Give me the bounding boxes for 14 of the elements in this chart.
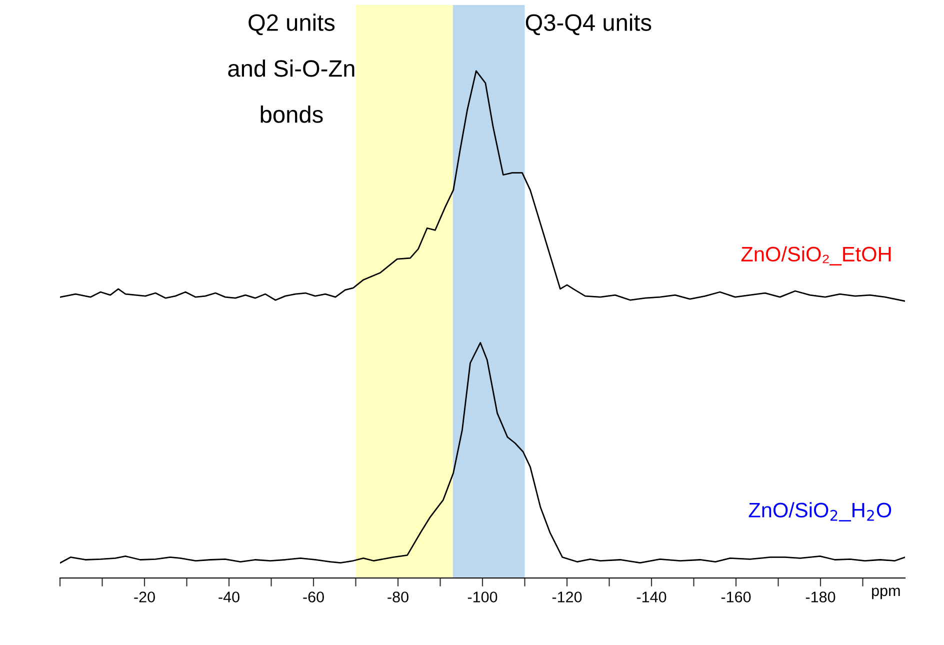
text: Q2 units and Si-O-Zn bonds	[228, 14, 354, 123]
x-tick-label: -180	[806, 592, 836, 602]
x-axis-title: ppm	[872, 588, 900, 600]
band-label: Q3-Q4 units	[526, 14, 652, 36]
x-tick-label: -120	[552, 592, 582, 602]
series-label: ZnO/SiO$_{2}$_H$_{2}$O	[748, 502, 892, 522]
x-tick-label: -160	[721, 592, 751, 602]
x-tick-label: -140	[636, 592, 666, 602]
x-tick-label: -60	[303, 592, 324, 602]
x-tick-label: -40	[218, 592, 240, 602]
series-label: ZnO/SiO₂_EtOH	[741, 246, 891, 266]
x-tick-label: -100	[468, 592, 498, 602]
x-tick-label: -80	[388, 592, 408, 602]
x-tick-label: -20	[134, 592, 155, 602]
